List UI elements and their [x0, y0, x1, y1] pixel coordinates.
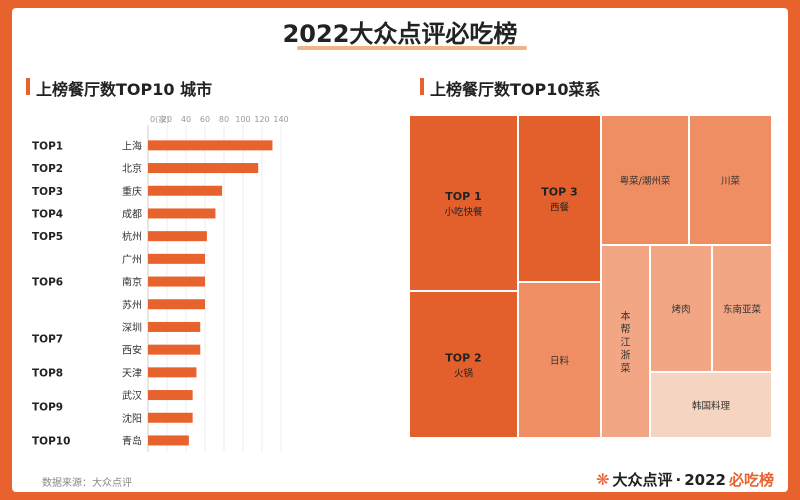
tick-label-zero: 0(家) [150, 114, 169, 124]
bar [148, 367, 197, 378]
tick-label: 100 [235, 115, 250, 124]
treemap-cell [408, 290, 519, 439]
bar [148, 390, 193, 401]
brand-footer: ❋ 大众点评 · 2022 必吃榜 [596, 469, 774, 490]
rank-label: TOP7 [32, 333, 63, 345]
rank-label: TOP6 [32, 277, 63, 289]
treemap-rank-label: TOP 1 [445, 190, 481, 203]
treemap-cuisine-label: 烤肉 [671, 304, 690, 316]
brand-year: 2022 [684, 470, 726, 489]
bar [148, 163, 259, 174]
treemap-rank-label: TOP 2 [445, 352, 481, 365]
tick-label: 120 [254, 115, 269, 124]
city-label: 深圳 [122, 322, 142, 334]
rank-label: TOP1 [32, 140, 63, 152]
treemap-cell [711, 244, 773, 373]
bar [148, 344, 201, 355]
city-label: 南京 [122, 276, 142, 289]
rank-label: TOP10 [32, 435, 70, 447]
treemap-cell [600, 114, 690, 246]
treemap-rank-label: TOP 3 [541, 186, 577, 199]
brand-dot: · [675, 470, 682, 489]
fork-logo-icon: ❋ [596, 470, 610, 489]
brand-accent: 必吃榜 [728, 471, 774, 489]
data-source-note: 数据来源：大众点评 [42, 478, 132, 489]
rank-label: TOP9 [32, 401, 63, 413]
bar [148, 412, 193, 423]
treemap-cell [408, 114, 519, 292]
bar [148, 253, 205, 264]
city-label: 上海 [122, 139, 142, 152]
treemap-cuisine-label: 韩国料理 [692, 400, 731, 412]
bar [148, 276, 205, 287]
bar [148, 140, 273, 151]
treemap-cell [688, 114, 773, 246]
infographic-card: 2022大众点评必吃榜 上榜餐厅数TOP10 城市 上榜餐厅数TOP10菜系 0… [12, 8, 788, 492]
city-bar-chart: 0(家)20 40 60 80 100 120 140 上海北京重庆成都杭州广州南京苏州深圳西… [32, 114, 289, 452]
city-chart-title: 上榜餐厅数TOP10 城市 [26, 76, 212, 100]
bar [148, 231, 207, 242]
city-label: 武汉 [122, 389, 142, 402]
title-underline [297, 46, 527, 50]
city-label: 北京 [122, 162, 142, 175]
bar [148, 208, 216, 219]
rank-label: TOP3 [32, 186, 63, 198]
bar [148, 299, 205, 310]
treemap-cell [517, 281, 602, 439]
treemap-cuisine-label: 火锅 [454, 369, 473, 380]
bar [148, 185, 223, 196]
city-label: 成都 [122, 208, 142, 220]
treemap-cuisine-label: 粤菜/潮州菜 [620, 175, 671, 187]
treemap-cell [517, 114, 602, 283]
treemap-cuisine-label: 西餐 [550, 202, 570, 214]
city-label: 杭州 [122, 230, 142, 243]
tick-label: 140 [273, 115, 288, 124]
cuisine-chart-title: 上榜餐厅数TOP10菜系 [420, 76, 601, 100]
treemap-cuisine-label: 小吃快餐 [444, 206, 483, 218]
bar [148, 435, 189, 446]
brand-name: 大众点评 [612, 471, 673, 489]
city-label: 青岛 [122, 434, 142, 447]
city-label: 天津 [122, 367, 142, 379]
treemap-cuisine-label: 东南亚菜 [723, 304, 762, 316]
rank-label: TOP4 [32, 208, 63, 220]
rank-label: TOP2 [32, 163, 63, 175]
page-title: 2022大众点评必吃榜 [282, 20, 518, 48]
tick-label: 20 [162, 115, 172, 124]
city-label: 重庆 [122, 185, 142, 198]
city-label: 沈阳 [122, 412, 142, 425]
tick-label: 60 [200, 115, 210, 124]
city-label: 广州 [122, 254, 142, 266]
bar [148, 321, 201, 332]
treemap-cuisine-label: 日料 [550, 355, 570, 367]
tick-label: 40 [181, 115, 191, 124]
city-label: 苏州 [122, 298, 142, 311]
treemap-cuisine-label: 川菜 [721, 175, 741, 187]
treemap-cell [649, 371, 773, 439]
rank-label: TOP5 [32, 231, 63, 243]
rank-label: TOP8 [32, 367, 63, 379]
city-label: 西安 [122, 344, 142, 357]
treemap-cuisine-label: 本帮江浙菜 [621, 310, 631, 375]
tick-label: 80 [219, 115, 229, 124]
